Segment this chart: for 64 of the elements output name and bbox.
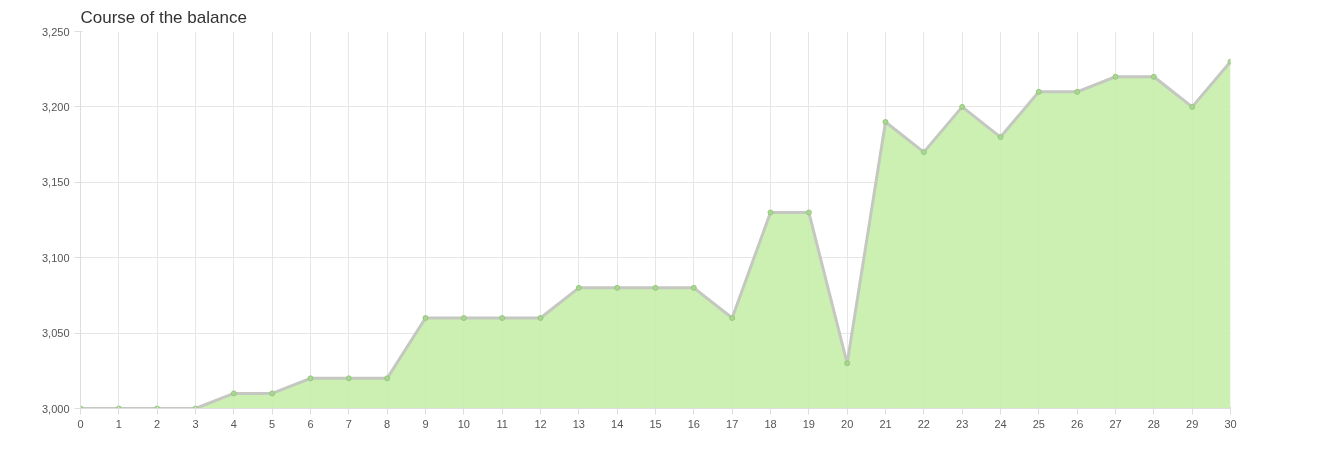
x-tick-label: 3	[192, 417, 199, 430]
x-tick-label: 26	[1071, 417, 1084, 430]
x-tick-label: 17	[726, 417, 739, 430]
x-tick-label: 16	[687, 417, 700, 430]
point	[844, 360, 851, 367]
point	[805, 209, 812, 216]
point	[1189, 103, 1196, 110]
x-tick-label: 7	[345, 417, 352, 430]
x-tick-label: 28	[1147, 417, 1160, 430]
x-tick-label: 4	[230, 417, 237, 430]
x-tick-label: 22	[917, 417, 930, 430]
point	[460, 315, 467, 322]
point	[499, 315, 506, 322]
x-tick-label: 25	[1032, 417, 1045, 430]
point	[920, 149, 927, 156]
x-tick-label: 24	[994, 417, 1007, 430]
x-tick-label: 19	[802, 417, 815, 430]
point	[1112, 73, 1119, 80]
point	[307, 375, 314, 382]
x-tick-label: 18	[764, 417, 777, 430]
x-tick-label: 30	[1224, 417, 1237, 430]
x-tick-label: 11	[496, 417, 508, 430]
point	[384, 375, 391, 382]
point	[614, 284, 621, 291]
x-tick-label: 10	[457, 417, 470, 430]
x-tick-label: 23	[956, 417, 969, 430]
point	[230, 390, 237, 397]
x-tick-label: 27	[1109, 417, 1122, 430]
y-tick-label: 3,100	[41, 251, 70, 264]
y-tick-label: 3,000	[41, 402, 70, 415]
point	[1035, 88, 1042, 95]
x-tick-label: 29	[1186, 417, 1199, 430]
x-tick-label: 5	[269, 417, 276, 430]
x-tick-label: 20	[841, 417, 854, 430]
x-tick-label: 15	[649, 417, 662, 430]
point	[882, 118, 889, 125]
point	[1074, 88, 1081, 95]
point	[997, 134, 1004, 141]
point	[729, 315, 736, 322]
x-tick-label: 12	[534, 417, 547, 430]
x-tick-label: 2	[154, 417, 161, 430]
x-tick-label: 1	[115, 417, 122, 430]
y-tick-label: 3,050	[41, 327, 70, 340]
y-tick-label: 3,150	[41, 176, 70, 189]
x-tick-label: 0	[77, 417, 84, 430]
point	[959, 103, 966, 110]
y-tick-label: 3,200	[41, 100, 70, 113]
x-tick-label: 8	[384, 417, 391, 430]
point	[269, 390, 276, 397]
y-tick-label: 3,250	[41, 25, 70, 38]
point	[1150, 73, 1157, 80]
point	[345, 375, 352, 382]
x-tick-label: 21	[879, 417, 892, 430]
chart-title: Course of the balance	[80, 7, 247, 27]
point	[767, 209, 774, 216]
x-tick-label: 14	[611, 417, 624, 430]
x-tick-label: 13	[572, 417, 585, 430]
x-tick-label: 6	[307, 417, 314, 430]
point	[690, 284, 697, 291]
point	[575, 284, 582, 291]
point	[422, 315, 429, 322]
point	[537, 315, 544, 322]
point	[652, 284, 659, 291]
x-tick-label: 9	[422, 417, 429, 430]
